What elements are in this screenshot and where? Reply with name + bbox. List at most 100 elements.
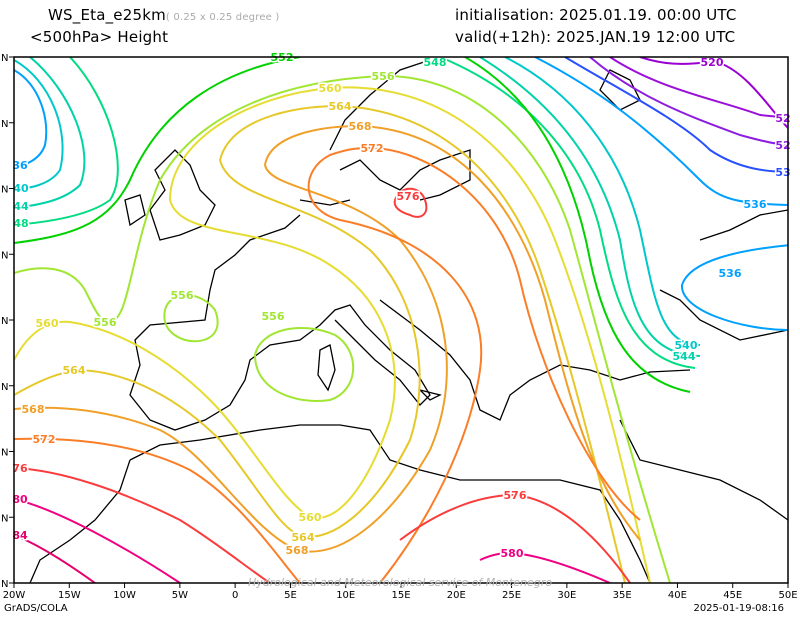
coastline-africa	[129, 424, 651, 583]
contour-520	[639, 57, 788, 130]
lon-label: 15W	[58, 590, 81, 601]
contour-568	[14, 124, 641, 553]
lat-label: N	[1, 513, 8, 524]
contour-label-536: 536	[744, 198, 767, 211]
contour-label-556: 556	[171, 289, 194, 302]
render-timestamp: 2025-01-19-08:16	[693, 603, 784, 614]
contour-label-556: 556	[94, 316, 117, 329]
contour-544-1	[14, 57, 86, 209]
contour-576-2	[399, 493, 631, 583]
lat-label: N	[1, 185, 8, 196]
valid-time: valid(+12h): 2025.JAN.19 12:00 UTC	[455, 28, 736, 46]
contour-532	[564, 57, 788, 173]
contour-label-564: 564	[292, 531, 315, 544]
contour-564	[14, 104, 626, 583]
contour-lines	[14, 57, 788, 583]
contour-536	[534, 57, 788, 206]
contour-572-1	[307, 146, 641, 583]
lon-label: 5W	[172, 590, 188, 601]
contour-label-568: 568	[349, 120, 372, 133]
contour-label-560: 560	[36, 317, 59, 330]
contour-label-556: 556	[372, 70, 395, 83]
lat-label: N	[1, 316, 8, 327]
contour-528	[589, 57, 788, 146]
contour-label-536: 36	[12, 159, 28, 172]
contour-576	[393, 187, 428, 218]
lon-label: 10E	[336, 590, 355, 601]
lon-label: 30E	[557, 590, 576, 601]
coastline-africa-west	[29, 459, 131, 583]
lon-label: 20E	[447, 590, 466, 601]
contour-556-1	[163, 294, 219, 343]
contour-label-568: 568	[22, 403, 45, 416]
contour-580-1	[479, 551, 611, 583]
contour-536-2	[14, 69, 48, 169]
contour-548	[439, 57, 696, 369]
contour-544	[479, 57, 701, 357]
contour-label-536: 536	[719, 267, 742, 280]
contour-label-564: 564	[63, 364, 86, 377]
lon-label: 15E	[391, 590, 410, 601]
contour-label-548: 48	[13, 217, 28, 230]
model-title: WS_Eta_e25km( 0.25 x 0.25 degree )	[48, 6, 280, 24]
contour-labels: 5205252535365365405445485525565565565565…	[11, 50, 792, 562]
contour-536-1	[680, 244, 788, 331]
coastline-mideast	[619, 209, 788, 521]
axes: 20W 15W 10W 5W 0 5E 10E 15E 20E 25E 30E 35E 40E 45E 50…	[1, 53, 798, 601]
contour-label-572: 572	[33, 433, 56, 446]
contour-560	[14, 86, 651, 583]
contour-label-540: 40	[13, 182, 29, 195]
contour-label-564: 564	[329, 100, 352, 113]
lat-label: N	[1, 119, 8, 130]
model-name: WS_Eta_e25km	[48, 6, 166, 24]
lon-label: 35E	[613, 590, 632, 601]
lat-label: N	[1, 448, 8, 459]
coastline-islands	[317, 69, 641, 401]
contour-label-580: 580	[501, 547, 524, 560]
contour-524	[609, 57, 788, 119]
lon-label: 10W	[113, 590, 136, 601]
coastline-balkans	[379, 299, 691, 421]
contour-label-544: 544	[673, 350, 696, 363]
lon-label: 40E	[668, 590, 687, 601]
lon-label: 0	[232, 590, 238, 601]
contour-576-1	[14, 467, 271, 583]
contour-label-576: 76	[12, 462, 28, 475]
model-resolution: ( 0.25 x 0.25 degree )	[165, 12, 280, 23]
lon-label: 5E	[284, 590, 297, 601]
lon-label: 20W	[3, 590, 26, 601]
contour-556-2	[253, 327, 355, 402]
contour-540-1	[14, 59, 64, 191]
field-title: <500hPa> Height	[30, 28, 169, 46]
lon-label: 50E	[778, 590, 797, 601]
contour-552-1	[464, 57, 691, 393]
coastlines	[29, 59, 788, 583]
contour-584	[14, 534, 96, 583]
lat-label: N	[1, 579, 8, 590]
contour-label-560: 560	[299, 511, 322, 524]
contour-label-572: 572	[361, 142, 384, 155]
contour-label-568: 568	[286, 544, 309, 557]
contour-556	[14, 74, 671, 583]
coastline-iberia-france	[129, 214, 431, 431]
contour-label-576: 576	[504, 489, 527, 502]
watermark: Hydrological and Meteorological service …	[248, 576, 552, 589]
map-frame	[13, 56, 789, 584]
lon-label: 45E	[723, 590, 742, 601]
contour-label-580: 80	[12, 493, 28, 506]
lat-label: N	[1, 382, 8, 393]
init-time: initialisation: 2025.01.19. 00:00 UTC	[455, 6, 737, 24]
software-credit: GrADS/COLA	[4, 603, 68, 614]
lat-label: N	[1, 250, 8, 261]
contour-552	[14, 57, 301, 244]
contour-540	[504, 57, 701, 346]
contour-548-1	[14, 57, 119, 226]
contour-572	[14, 437, 301, 583]
contour-label-584: 84	[12, 529, 28, 542]
contour-label-544: 44	[13, 200, 29, 213]
contour-label-576: 576	[397, 190, 420, 203]
contour-label-560: 560	[319, 82, 342, 95]
contour-label-540: 540	[675, 339, 698, 352]
contour-580	[14, 498, 181, 583]
